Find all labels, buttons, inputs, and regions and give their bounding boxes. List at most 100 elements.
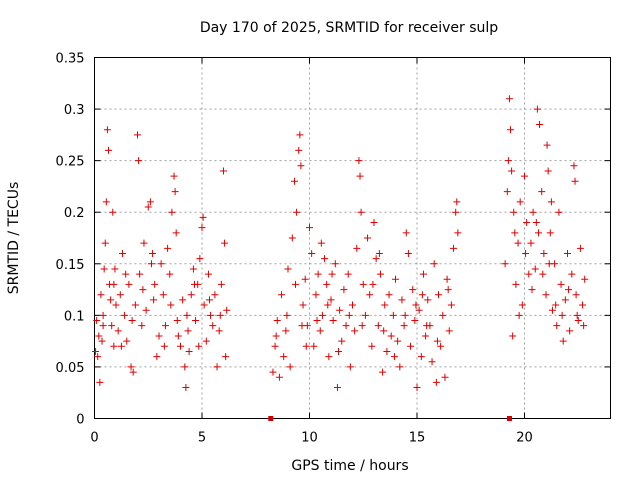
data-point <box>385 291 393 299</box>
data-point <box>419 270 427 278</box>
data-point <box>295 146 303 154</box>
data-point <box>114 327 122 335</box>
data-point <box>173 317 181 325</box>
data-point <box>149 249 157 257</box>
x-tick-label: 0 <box>90 431 98 446</box>
data-point <box>357 208 365 216</box>
data-point <box>135 157 143 165</box>
data-point <box>185 347 193 355</box>
y-tick-label: 0.05 <box>56 361 85 376</box>
data-point <box>564 249 571 257</box>
data-point <box>574 317 582 325</box>
scatter-points <box>92 95 589 392</box>
data-point <box>280 353 288 361</box>
data-point <box>199 213 207 221</box>
data-point <box>437 342 445 350</box>
data-point <box>422 332 430 340</box>
data-point <box>450 244 458 252</box>
data-point <box>167 301 175 309</box>
data-point <box>310 342 318 350</box>
data-point <box>111 265 119 273</box>
data-point <box>356 172 364 180</box>
data-point <box>570 162 578 170</box>
data-point <box>136 270 144 278</box>
data-point <box>92 347 100 355</box>
data-point <box>117 342 125 350</box>
data-point <box>359 280 367 288</box>
data-point <box>383 347 391 355</box>
data-point <box>282 327 290 335</box>
data-point <box>515 311 523 319</box>
data-point <box>528 286 536 294</box>
data-point <box>273 317 281 325</box>
data-point <box>361 311 369 319</box>
data-point <box>95 332 103 340</box>
data-point <box>166 270 174 278</box>
data-point <box>146 198 154 206</box>
data-point <box>206 296 214 304</box>
data-point <box>278 291 286 299</box>
data-point <box>216 311 224 319</box>
data-point <box>565 286 573 294</box>
data-point <box>207 311 215 319</box>
data-point <box>518 301 526 309</box>
data-point <box>335 347 343 355</box>
data-point <box>209 322 217 330</box>
data-point <box>321 255 329 263</box>
data-point <box>104 146 112 154</box>
data-point <box>572 291 580 299</box>
data-point <box>390 353 398 361</box>
data-point <box>299 301 307 309</box>
data-point <box>374 322 382 330</box>
data-gap-markers <box>268 416 512 421</box>
data-point <box>134 131 141 139</box>
data-point <box>430 260 438 268</box>
data-point <box>505 95 513 103</box>
y-tick-label: 0 <box>76 413 84 428</box>
data-point <box>336 306 344 314</box>
data-point <box>189 265 197 273</box>
data-point <box>292 280 300 288</box>
data-point <box>546 229 554 237</box>
data-point <box>142 306 150 314</box>
data-point <box>298 322 306 330</box>
data-point <box>118 249 126 257</box>
data-point <box>284 265 292 273</box>
data-point <box>544 167 552 175</box>
data-point <box>108 322 116 330</box>
x-tick-label: 20 <box>516 431 533 446</box>
data-point <box>553 322 561 330</box>
data-point <box>540 249 548 257</box>
data-point <box>190 280 198 288</box>
data-point <box>366 291 374 299</box>
data-point <box>417 353 425 361</box>
data-point <box>172 229 180 237</box>
data-point <box>110 280 118 288</box>
data-point <box>358 322 366 330</box>
data-point <box>313 317 321 325</box>
y-tick-label: 0.35 <box>56 52 85 67</box>
data-point <box>192 317 200 325</box>
data-point <box>445 327 453 335</box>
data-point <box>579 301 587 309</box>
data-point <box>369 280 377 288</box>
data-point <box>123 337 131 345</box>
data-point <box>168 208 176 216</box>
data-point <box>353 244 361 252</box>
data-point <box>140 239 148 247</box>
data-point <box>97 291 105 299</box>
data-point <box>566 327 574 335</box>
data-point <box>402 229 410 237</box>
data-point <box>423 322 431 330</box>
data-point <box>561 296 569 304</box>
y-axis-label: SRMTID / TECUs <box>6 182 22 295</box>
y-tick-label: 0.15 <box>56 258 85 273</box>
data-point <box>527 239 535 247</box>
data-point <box>509 332 517 340</box>
data-point <box>407 342 415 350</box>
data-point <box>328 270 336 278</box>
data-point <box>198 224 206 232</box>
data-point <box>184 327 192 335</box>
data-point <box>370 219 378 227</box>
data-point <box>129 368 137 376</box>
